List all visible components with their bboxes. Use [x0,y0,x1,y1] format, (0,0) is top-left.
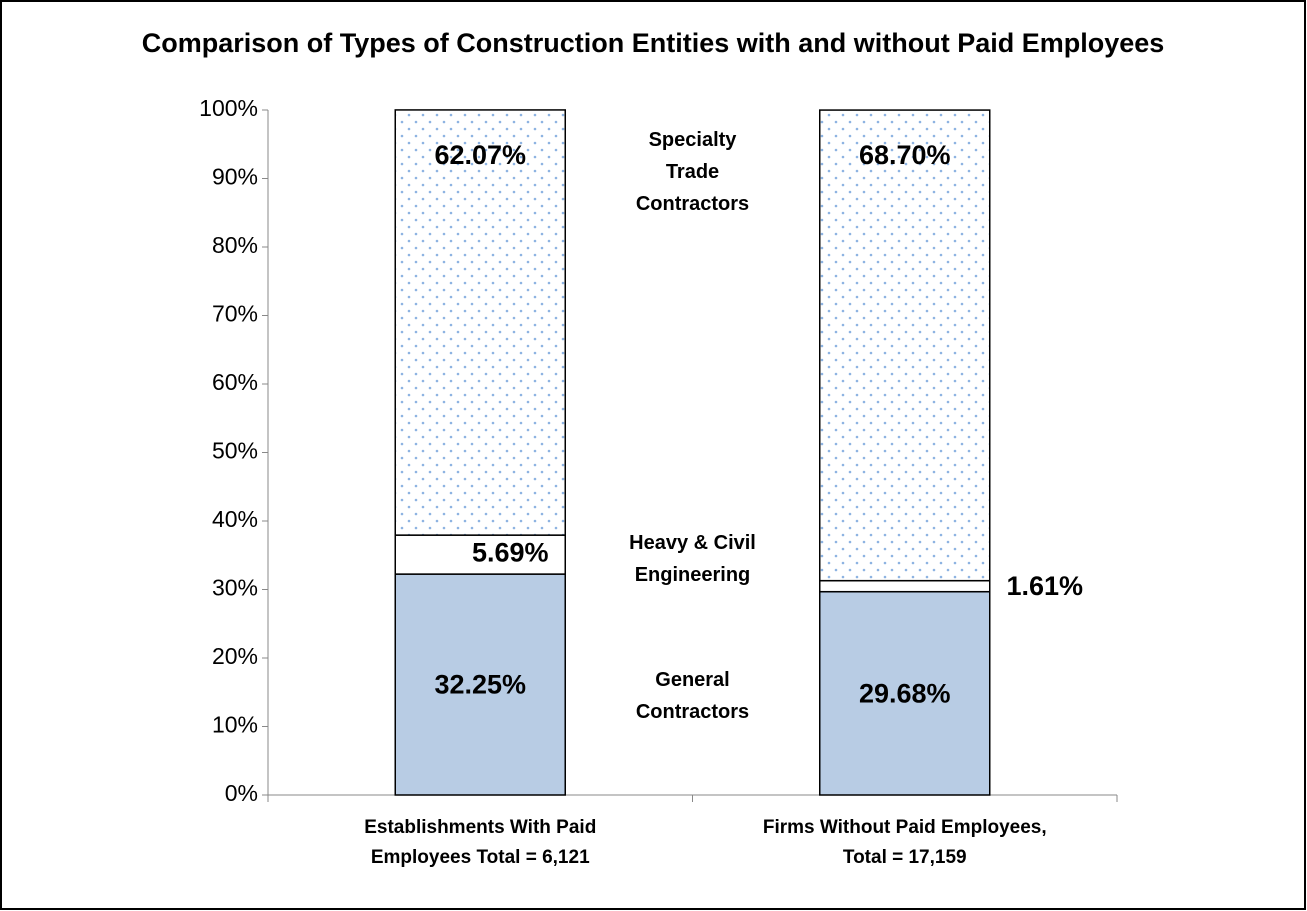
bar-segment [819,579,991,593]
y-tick-label: 100% [199,95,258,121]
value-label: 1.61% [1006,571,1083,601]
y-tick-label: 90% [212,164,258,190]
value-label: 5.69% [472,538,549,568]
series-label: General Contractors [635,669,750,723]
value-label: 32.25% [434,670,526,700]
y-tick-label: 20% [212,643,258,669]
bar-segment [819,590,991,796]
series-label: Specialty Trade Contractors [635,129,750,215]
value-label: 68.70% [859,140,951,170]
y-tick-label: 40% [212,506,258,532]
bar-segment [819,109,991,582]
y-tick-label: 30% [212,575,258,601]
bar-segment [394,534,566,575]
value-label: 29.68% [859,678,951,708]
y-tick-label: 60% [212,369,258,395]
y-tick-label: 50% [212,438,258,464]
value-label: 62.07% [434,140,526,170]
y-tick-label: 0% [225,780,258,806]
x-tick-label: Firms Without Paid Employees, Total = 17… [762,817,1047,869]
x-tick-label: Establishments With Paid Employees Total… [364,817,597,869]
y-tick-label: 80% [212,232,258,258]
series-label: Heavy & Civil Engineering [629,532,756,586]
bar-segment [394,573,566,796]
chart-title: Comparison of Types of Construction Enti… [142,28,1165,58]
y-tick-label: 10% [212,712,258,738]
bar-segment [394,109,566,536]
y-tick-label: 70% [212,301,258,327]
